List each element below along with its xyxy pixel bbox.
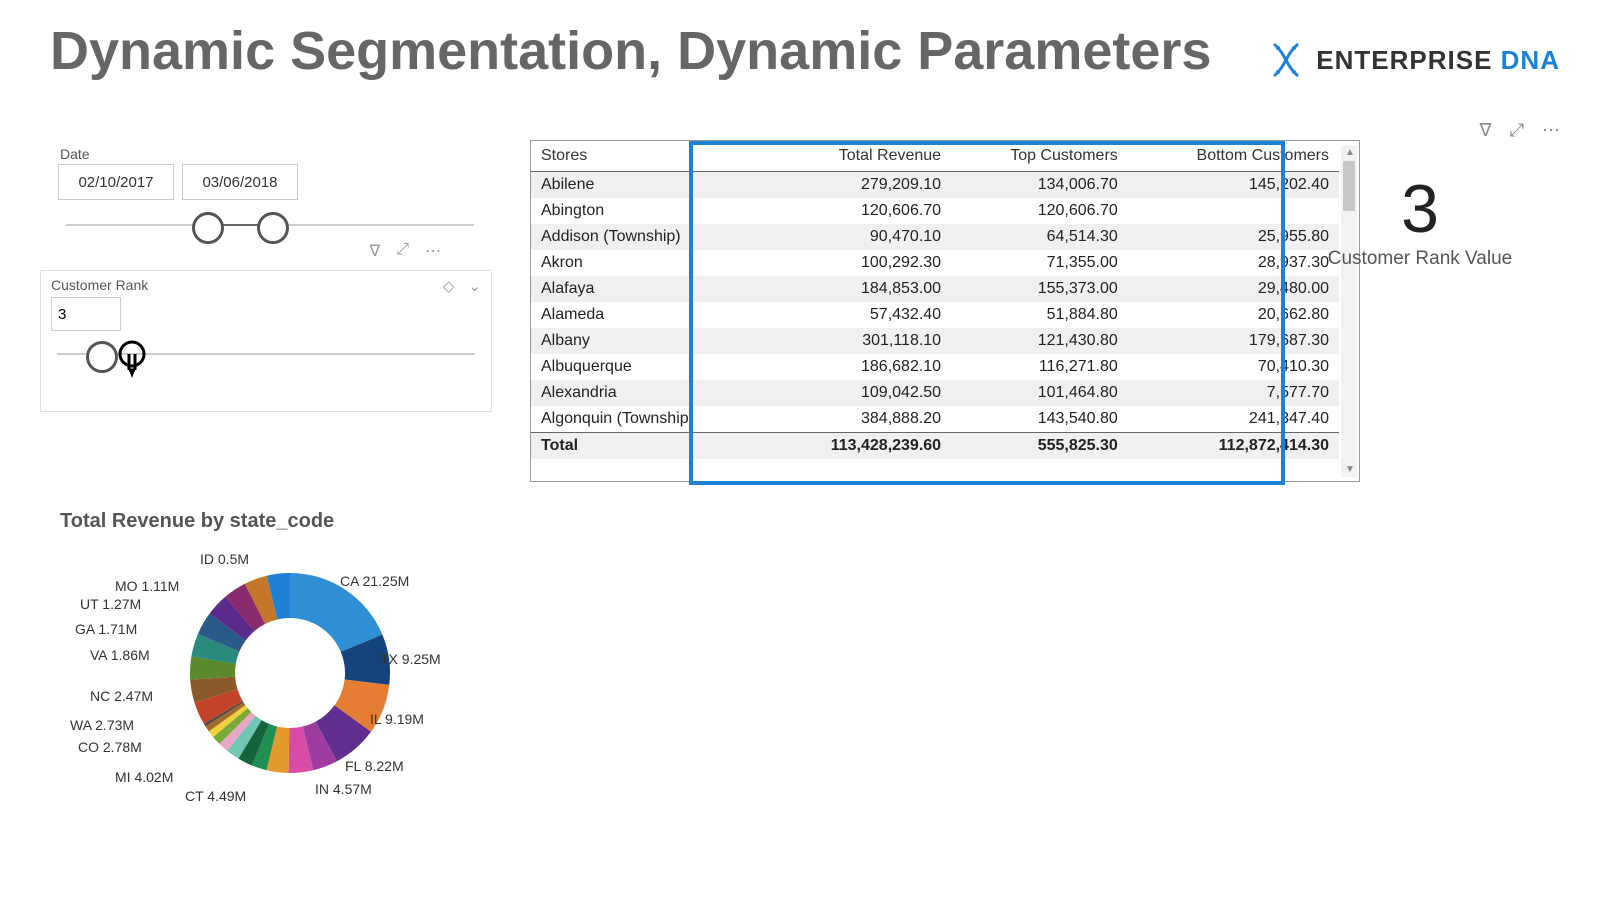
rank-value-card: 3 Customer Rank Value — [1300, 170, 1540, 270]
donut-label: VA 1.86M — [90, 647, 150, 663]
table-header[interactable]: Stores — [531, 141, 771, 172]
brand-logo: ENTERPRISE DNA — [1266, 40, 1560, 80]
card-label: Customer Rank Value — [1300, 248, 1540, 270]
table-row[interactable]: Abington120,606.70120,606.70 — [531, 198, 1339, 224]
donut-label: MO 1.11M — [115, 578, 179, 594]
date-slicer-label: Date — [50, 140, 490, 164]
table-row[interactable]: Alameda57,432.4051,884.8020,662.80 — [531, 302, 1339, 328]
filter-icon[interactable]: ∇ — [1480, 120, 1492, 141]
rank-slicer-label: Customer Rank — [41, 271, 491, 295]
focus-icon[interactable]: ⤢ — [396, 241, 409, 261]
donut-label: FL 8.22M — [345, 758, 404, 774]
donut-label: IN 4.57M — [315, 781, 372, 797]
rank-slicer[interactable]: ∇ ⤢ ⋯ ◇ ⌄ Customer Rank — [40, 270, 492, 412]
table-total-row: Total113,428,239.60555,825.30112,872,414… — [531, 433, 1339, 460]
donut-label: CT 4.49M — [185, 788, 246, 804]
table-row[interactable]: Alafaya184,853.00155,373.0029,480.00 — [531, 276, 1339, 302]
table-row[interactable]: Addison (Township)90,470.1064,514.3025,9… — [531, 224, 1339, 250]
focus-icon[interactable]: ⤢ — [1510, 120, 1524, 141]
date-slicer[interactable]: Date — [50, 140, 490, 250]
donut-label: MI 4.02M — [115, 769, 173, 785]
table-header[interactable]: Bottom Customers — [1128, 141, 1339, 172]
table-row[interactable]: Akron100,292.3071,355.0028,937.30 — [531, 250, 1339, 276]
donut-label: CO 2.78M — [78, 739, 142, 755]
stores-table[interactable]: StoresTotal RevenueTop CustomersBottom C… — [530, 140, 1360, 482]
table-row[interactable]: Albuquerque186,682.10116,271.8070,410.30 — [531, 354, 1339, 380]
dna-icon — [1266, 40, 1306, 80]
table-header[interactable]: Total Revenue — [771, 141, 952, 172]
date-handle-to[interactable] — [257, 212, 289, 244]
chevron-down-icon[interactable]: ⌄ — [468, 277, 481, 295]
rank-value-input[interactable] — [51, 297, 121, 331]
date-range-track[interactable] — [66, 224, 474, 226]
card-value: 3 — [1300, 170, 1540, 248]
donut-title: Total Revenue by state_code — [60, 510, 540, 533]
table-header[interactable]: Top Customers — [951, 141, 1128, 172]
date-handle-from[interactable] — [192, 212, 224, 244]
table-row[interactable]: Alexandria109,042.50101,464.807,577.70 — [531, 380, 1339, 406]
more-icon[interactable]: ⋯ — [1542, 120, 1560, 141]
table-row[interactable]: Abilene279,209.10134,006.70145,202.40 — [531, 172, 1339, 199]
filter-icon[interactable]: ∇ — [369, 241, 380, 261]
donut-label: WA 2.73M — [70, 717, 134, 733]
donut-label: CA 21.25M — [340, 573, 409, 589]
date-from-input[interactable] — [58, 164, 174, 200]
rank-range-track[interactable] — [57, 353, 475, 355]
page-title: Dynamic Segmentation, Dynamic Parameters — [50, 20, 1211, 82]
donut-label: GA 1.71M — [75, 621, 137, 637]
donut-label: TX 9.25M — [380, 651, 441, 667]
donut-chart[interactable]: Total Revenue by state_code CA 21.25M TX … — [60, 510, 540, 843]
more-icon[interactable]: ⋯ — [425, 241, 441, 261]
donut-label: ID 0.5M — [200, 551, 249, 567]
rank-handle[interactable] — [86, 341, 118, 373]
table-row[interactable]: Albany301,118.10121,430.80179,687.30 — [531, 328, 1339, 354]
donut-label: IL 9.19M — [370, 711, 424, 727]
donut-label: UT 1.27M — [80, 596, 141, 612]
table-row[interactable]: Algonquin (Township)384,888.20143,540.80… — [531, 406, 1339, 433]
donut-label: NC 2.47M — [90, 688, 153, 704]
date-to-input[interactable] — [182, 164, 298, 200]
eraser-icon[interactable]: ◇ — [443, 277, 455, 295]
